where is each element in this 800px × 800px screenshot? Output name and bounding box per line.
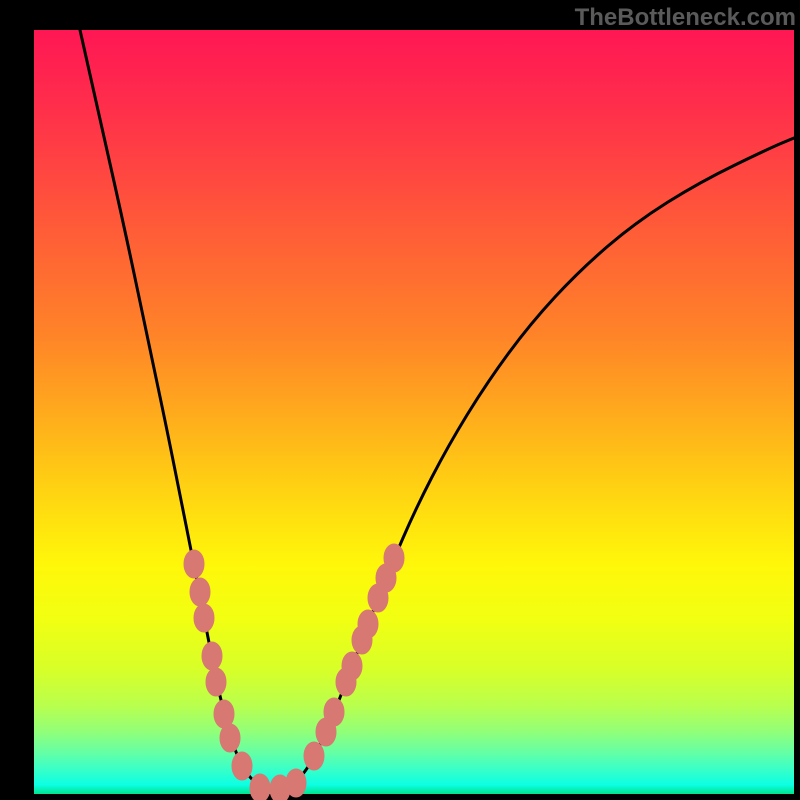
data-marker — [206, 668, 226, 696]
data-marker — [190, 578, 210, 606]
data-marker — [358, 610, 378, 638]
data-marker — [202, 642, 222, 670]
bottleneck-chart — [0, 0, 800, 800]
data-marker — [232, 752, 252, 780]
data-marker — [286, 769, 306, 797]
data-marker — [184, 550, 204, 578]
plot-background — [34, 30, 794, 794]
data-marker — [342, 652, 362, 680]
data-marker — [384, 544, 404, 572]
data-marker — [250, 774, 270, 800]
data-marker — [324, 698, 344, 726]
data-marker — [194, 604, 214, 632]
data-marker — [220, 724, 240, 752]
data-marker — [304, 742, 324, 770]
